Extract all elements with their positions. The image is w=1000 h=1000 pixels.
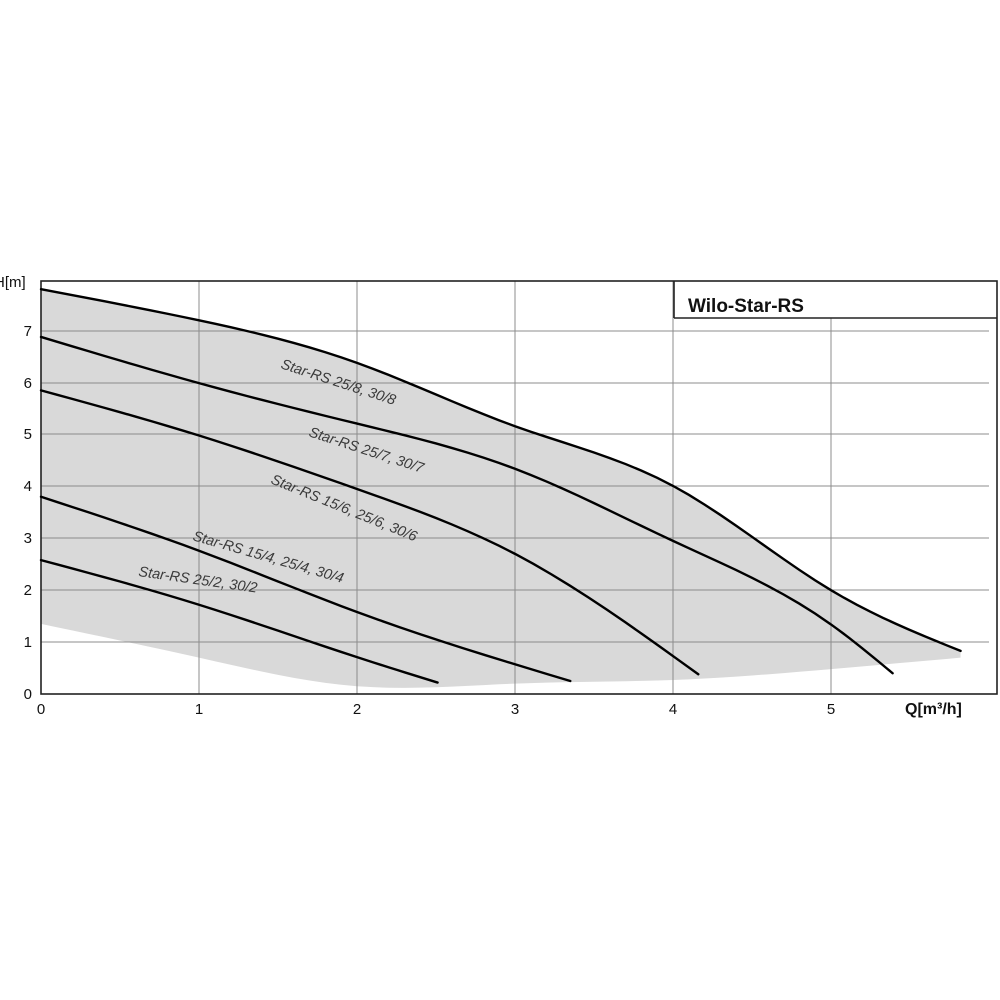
svg-text:6: 6 [24, 375, 32, 392]
svg-text:2: 2 [24, 582, 32, 599]
svg-text:3: 3 [511, 701, 519, 718]
svg-text:Q[m³/h]: Q[m³/h] [905, 701, 962, 718]
svg-text:1: 1 [195, 701, 203, 718]
svg-text:3: 3 [24, 530, 32, 547]
svg-text:4: 4 [24, 478, 32, 495]
svg-text:0: 0 [37, 701, 45, 718]
svg-text:7: 7 [24, 323, 32, 340]
svg-text:1: 1 [24, 634, 32, 651]
svg-text:5: 5 [827, 701, 835, 718]
svg-text:5: 5 [24, 426, 32, 443]
svg-text:Wilo-Star-RS: Wilo-Star-RS [688, 296, 804, 317]
svg-text:0: 0 [24, 686, 32, 703]
svg-text:H[m]: H[m] [0, 274, 26, 291]
svg-text:2: 2 [353, 701, 361, 718]
svg-text:4: 4 [669, 701, 677, 718]
